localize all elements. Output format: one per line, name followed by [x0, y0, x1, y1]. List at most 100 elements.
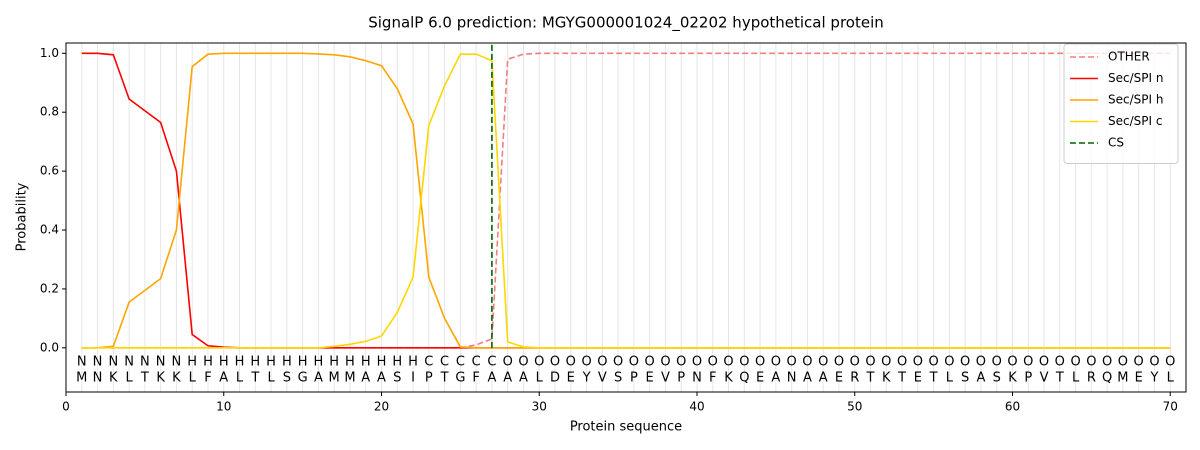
- residue-label: F: [709, 370, 716, 385]
- residue-label: E: [756, 370, 764, 385]
- residue-label: K: [109, 370, 118, 385]
- y-tick-label: 0.4: [40, 223, 59, 237]
- region-label: O: [881, 354, 891, 369]
- region-label: C: [487, 354, 496, 369]
- x-tick-label: 20: [374, 400, 389, 414]
- region-label: O: [960, 354, 970, 369]
- residue-label: G: [298, 370, 308, 385]
- residue-label: P: [630, 370, 638, 385]
- residue-label: T: [929, 370, 938, 385]
- residue-label: L: [189, 370, 197, 385]
- region-label: O: [566, 354, 576, 369]
- region-label: O: [787, 354, 797, 369]
- x-axis-label: Protein sequence: [570, 420, 682, 435]
- region-label: H: [187, 354, 197, 369]
- residue-label: S: [614, 370, 622, 385]
- region-label: H: [377, 354, 387, 369]
- region-label: O: [1023, 354, 1033, 369]
- residue-label: E: [835, 370, 843, 385]
- region-label: O: [708, 354, 718, 369]
- residue-label: A: [519, 370, 528, 385]
- residue-label: L: [536, 370, 544, 385]
- region-label: O: [755, 354, 765, 369]
- region-label: N: [140, 354, 150, 369]
- region-label: H: [392, 354, 402, 369]
- region-label: O: [976, 354, 986, 369]
- residue-label: T: [1055, 370, 1064, 385]
- region-label: O: [1086, 354, 1096, 369]
- residue-label: S: [993, 370, 1001, 385]
- residue-label: P: [677, 370, 685, 385]
- x-tick-label: 50: [847, 400, 862, 414]
- residue-label: A: [219, 370, 228, 385]
- region-label: N: [124, 354, 134, 369]
- residue-label: E: [567, 370, 575, 385]
- x-tick-label: 40: [689, 400, 704, 414]
- y-axis-label: Probability: [15, 182, 30, 251]
- legend-label: Sec/SPI h: [1108, 93, 1163, 107]
- region-label: O: [913, 354, 923, 369]
- residue-label: P: [1024, 370, 1032, 385]
- region-label: O: [897, 354, 907, 369]
- region-label: O: [1165, 354, 1175, 369]
- region-label: H: [298, 354, 308, 369]
- y-tick-label: 0.8: [40, 105, 59, 119]
- x-tick-label: 60: [1005, 400, 1020, 414]
- residue-label: V: [661, 370, 670, 385]
- region-label: H: [314, 354, 324, 369]
- residue-label: T: [440, 370, 449, 385]
- legend-label: Sec/SPI n: [1108, 71, 1163, 85]
- residue-label: T: [140, 370, 149, 385]
- region-label: H: [219, 354, 229, 369]
- x-tick-label: 0: [62, 400, 70, 414]
- residue-label: L: [125, 370, 133, 385]
- residue-label: A: [487, 370, 496, 385]
- region-label: H: [266, 354, 276, 369]
- residue-label: S: [283, 370, 291, 385]
- region-label: O: [944, 354, 954, 369]
- chart-title: SignalP 6.0 prediction: MGYG000001024_02…: [368, 14, 884, 33]
- region-label: H: [282, 354, 292, 369]
- residue-label: A: [314, 370, 323, 385]
- region-label: O: [534, 354, 544, 369]
- region-label: H: [408, 354, 418, 369]
- residue-label: A: [771, 370, 780, 385]
- residue-label: N: [787, 370, 797, 385]
- legend-label: CS: [1108, 136, 1124, 150]
- residue-label: P: [425, 370, 433, 385]
- region-label: N: [93, 354, 103, 369]
- region-label: O: [992, 354, 1002, 369]
- residue-label: S: [961, 370, 969, 385]
- residue-label: N: [692, 370, 702, 385]
- region-label: O: [676, 354, 686, 369]
- region-label: O: [645, 354, 655, 369]
- y-tick-label: 0.6: [40, 164, 59, 178]
- legend-box: [1063, 43, 1179, 164]
- residue-label: T: [250, 370, 259, 385]
- region-label: O: [660, 354, 670, 369]
- residue-label: D: [550, 370, 560, 385]
- region-label: O: [818, 354, 828, 369]
- region-label: O: [1070, 354, 1080, 369]
- residue-label: A: [377, 370, 386, 385]
- region-label: O: [802, 354, 812, 369]
- region-label: N: [172, 354, 182, 369]
- residue-label: A: [819, 370, 828, 385]
- region-label: O: [518, 354, 528, 369]
- region-label: H: [235, 354, 245, 369]
- region-label: H: [361, 354, 371, 369]
- residue-label: Q: [1102, 370, 1112, 385]
- region-label: O: [581, 354, 591, 369]
- residue-label: M: [76, 370, 87, 385]
- residue-label: F: [472, 370, 479, 385]
- residue-label: A: [803, 370, 812, 385]
- residue-label: R: [850, 370, 859, 385]
- residue-label: A: [503, 370, 512, 385]
- region-label: O: [850, 354, 860, 369]
- residue-label: K: [1008, 370, 1017, 385]
- residue-label: Y: [1149, 370, 1158, 385]
- residue-label: N: [93, 370, 103, 385]
- x-tick-label: 70: [1163, 400, 1178, 414]
- residue-label: K: [172, 370, 181, 385]
- residue-label: A: [976, 370, 985, 385]
